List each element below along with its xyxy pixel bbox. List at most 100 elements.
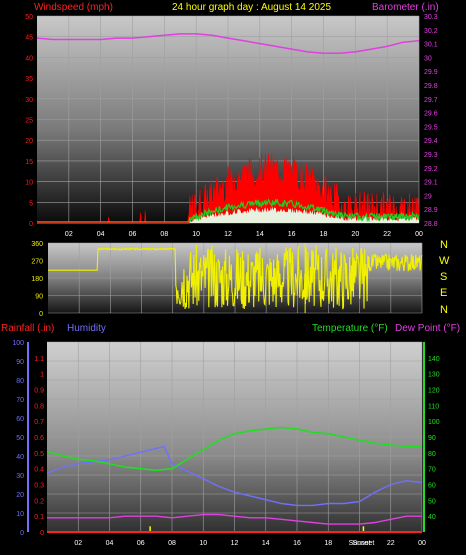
x-tick-label: 06 [137,540,145,547]
humidity-tick-label: 90 [16,359,24,366]
barometer-axis-title: Barometer (.in) [372,2,439,13]
rainfall-axis-title: Rainfall (.in) [1,323,54,334]
barometer-tick-label: 30.3 [424,14,438,21]
compass-label: W [439,255,450,267]
direction-panel-tick-labels: 0 90 180 270 360 [31,241,43,318]
direction-tick-label: 270 [31,259,43,266]
temp-panel-tick-labels: 010203040506070809010000.10.20.30.40.50.… [12,340,439,547]
temperature-tick-label: 130 [428,372,440,379]
barometer-tick-label: 29.5 [424,124,438,131]
windspeed-axis-title: Windspeed (mph) [34,2,113,13]
rainfall-tick-label: 0.2 [34,498,44,505]
temperature-tick-label: 140 [428,356,440,363]
compass-label: S [440,271,447,283]
temperature-tick-label: 120 [428,388,440,395]
compass-label: N [440,239,448,251]
rainfall-tick-label: 0.7 [34,419,44,426]
x-tick-label: 10 [192,231,200,238]
humidity-tick-label: 50 [16,435,24,442]
humidity-tick-label: 80 [16,378,24,385]
x-tick-label: 02 [74,540,82,547]
x-tick-label: 18 [320,231,328,238]
compass-label: N [440,304,448,316]
rainfall-tick-label: 0.4 [34,467,44,474]
direction-tick-label: 360 [31,241,43,248]
wind-lull-area [37,206,419,223]
barometer-tick-label: 29 [424,193,432,200]
humidity-tick-label: 60 [16,416,24,423]
humidity-tick-label: 20 [16,492,24,499]
x-tick-label: 10 [199,540,207,547]
temperature-axis-title: Temperature (°F) [312,323,388,334]
humidity-tick-label: 40 [16,454,24,461]
direction-tick-label: 180 [31,276,43,283]
temperature-tick-label: 70 [428,467,436,474]
dewpoint-line [47,513,422,525]
x-tick-label: 22 [387,540,395,547]
direction-tick-label: 90 [35,294,43,301]
humidity-line [46,445,423,507]
humidity-axis-title: Humidity [67,323,106,334]
humidity-tick-label: 0 [20,530,24,537]
barometer-tick-label: 29.6 [424,111,438,118]
wind-panel-marks [36,33,420,224]
barometer-tick-label: 28.9 [424,207,438,214]
x-tick-label: 04 [106,540,114,547]
dewpoint-axis-title: Dew Point (°F) [395,323,460,334]
temperature-tick-label: 90 [428,435,436,442]
windspeed-tick-label: 5 [29,200,33,207]
barometer-tick-label: 30.1 [424,42,438,49]
rainfall-tick-label: 0.6 [34,435,44,442]
temp-panel-grid [47,341,423,533]
compass-labels: N W S E N [439,239,450,316]
barometer-tick-label: 29.2 [424,166,438,173]
rainfall-tick-label: 0.5 [34,451,44,458]
windspeed-tick-label: 40 [25,55,33,62]
windspeed-tick-label: 30 [25,97,33,104]
x-tick-label: 12 [231,540,239,547]
windspeed-tick-label: 25 [25,118,33,125]
x-tick-label: 06 [129,231,137,238]
rainfall-tick-label: 0 [40,530,44,537]
barometer-tick-label: 29.9 [424,69,438,76]
humidity-tick-label: 10 [16,511,24,518]
x-tick-label: 04 [97,231,105,238]
temp-panel-marks [27,342,425,533]
x-tick-label: 14 [262,540,270,547]
x-tick-label: 00 [415,231,423,238]
windspeed-tick-label: 10 [25,180,33,187]
x-tick-label: 16 [293,540,301,547]
x-tick-label: 14 [256,231,264,238]
rainfall-tick-label: 1 [40,372,44,379]
temperature-tick-label: 40 [428,514,436,521]
rainfall-tick-label: 0.8 [34,403,44,410]
temperature-tick-label: 110 [428,403,439,410]
windspeed-tick-label: 50 [25,14,33,21]
windspeed-tick-label: 15 [25,159,33,166]
windspeed-tick-label: 20 [25,138,33,145]
humidity-tick-label: 100 [12,340,24,347]
x-tick-label: 08 [160,231,168,238]
direction-panel-marks [48,243,423,313]
barometer-tick-label: 29.4 [424,138,438,145]
temperature-tick-label: 60 [428,483,436,490]
wind-average-line [37,198,420,223]
x-tick-label: 16 [288,231,296,238]
barometer-tick-label: 30 [424,55,432,62]
temperature-line [46,426,422,472]
temperature-tick-label: 50 [428,498,436,505]
x-tick-label: 08 [168,540,176,547]
windspeed-tick-label: 0 [29,221,33,228]
barometer-line [36,33,420,55]
rainfall-tick-label: 1.1 [34,356,44,363]
compass-label: E [440,287,447,299]
barometer-tick-label: 29.7 [424,97,438,104]
windspeed-tick-label: 35 [25,76,33,83]
barometer-tick-label: 28.8 [424,221,438,228]
humidity-tick-label: 30 [16,473,24,480]
barometer-tick-label: 29.8 [424,83,438,90]
barometer-tick-label: 30.2 [424,28,438,35]
x-tick-label: 00 [418,540,426,547]
barometer-tick-label: 29.1 [424,180,438,187]
